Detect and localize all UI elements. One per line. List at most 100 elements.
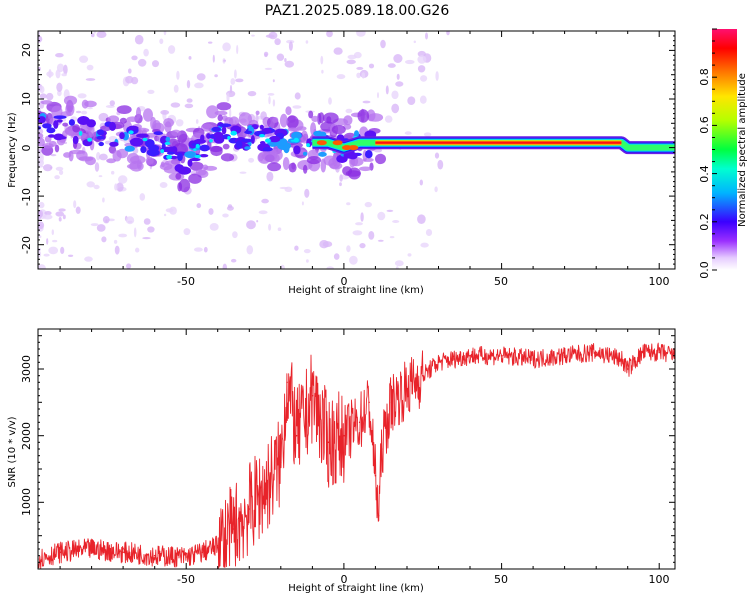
spectral-speckle — [90, 223, 99, 227]
spectral-speckle — [101, 236, 107, 243]
snr-point — [380, 448, 383, 450]
spectral-speckle — [42, 214, 53, 220]
spectral-cloud — [40, 100, 53, 105]
spectral-speckle — [196, 203, 202, 209]
spectral-cloud — [220, 153, 235, 162]
snr-point — [358, 421, 361, 424]
spectral-speckle — [102, 197, 105, 203]
snr-point — [532, 358, 534, 360]
spectral-blob — [268, 135, 281, 143]
spectral-speckle — [258, 210, 268, 215]
spectral-speckle — [346, 59, 356, 65]
spectral-speckle — [368, 63, 375, 69]
spectral-speckle — [229, 108, 232, 118]
snr-point — [390, 401, 393, 404]
spectral-speckle — [159, 182, 168, 188]
spectral-speckle — [391, 103, 400, 114]
spectral-peak — [164, 141, 171, 145]
spectral-speckle — [279, 186, 289, 190]
spectral-speckle — [163, 213, 167, 217]
spectral-blob — [177, 152, 183, 162]
spectral-cloud — [306, 156, 322, 165]
spectral-speckle — [304, 188, 310, 198]
spectral-speckle — [98, 175, 103, 178]
spectral-speckle — [195, 119, 199, 124]
spectral-cloud — [54, 144, 60, 153]
spectral-speckle — [389, 236, 395, 239]
spectral-blob — [86, 119, 96, 128]
snr-point — [469, 354, 471, 357]
spectral-speckle — [267, 93, 275, 96]
spectral-speckle — [128, 68, 132, 74]
spectral-cloud — [62, 122, 69, 127]
spectrogram-y-tick-label: 10 — [20, 92, 33, 106]
spectral-speckle — [380, 39, 386, 49]
spectral-cloud — [177, 182, 183, 192]
spectral-speckle — [38, 31, 41, 37]
spectrogram-y-tick-label: -10 — [20, 188, 33, 206]
snr-point — [595, 351, 597, 354]
spectral-speckle — [417, 65, 426, 73]
spectral-speckle — [214, 74, 218, 78]
spectral-cloud — [375, 153, 386, 165]
spectral-blob — [302, 151, 308, 156]
spectral-speckle — [222, 213, 229, 218]
spectral-speckle — [446, 31, 450, 36]
spectral-speckle — [246, 245, 254, 255]
spectral-speckle — [86, 64, 94, 71]
spectral-speckle — [196, 73, 206, 81]
spectral-cloud — [308, 110, 314, 119]
snr-y-tick-label: 3000 — [20, 355, 33, 383]
spectral-speckle — [91, 33, 95, 38]
spectral-blob — [187, 159, 193, 167]
spectral-cloud — [357, 109, 370, 123]
spectral-cloud — [175, 173, 182, 180]
spectral-speckle — [96, 152, 101, 161]
spectral-speckle — [143, 218, 151, 225]
spectral-blob — [97, 129, 104, 136]
spectral-speckle — [111, 170, 115, 175]
spectral-speckle — [147, 89, 155, 94]
spectral-speckle — [320, 55, 324, 65]
spectral-speckle — [165, 208, 174, 213]
spectral-cloud — [214, 110, 228, 116]
spectral-speckle — [272, 99, 276, 107]
spectral-speckle — [170, 102, 181, 108]
snr-point — [311, 394, 314, 397]
spectral-blob — [291, 131, 302, 140]
spectral-speckle — [239, 171, 247, 174]
spectral-speckle — [194, 82, 204, 89]
spectral-speckle — [227, 204, 233, 209]
snr-point — [305, 414, 307, 417]
spectral-speckle — [175, 119, 184, 127]
spectral-speckle — [276, 53, 285, 61]
spectral-cloud — [238, 112, 252, 126]
spectral-speckle — [208, 41, 213, 44]
colorbar-tick-label: 0.8 — [698, 68, 711, 86]
spectrogram-x-axis-label: Height of straight line (km) — [288, 285, 424, 296]
snr-x-tick-label: 100 — [649, 573, 670, 586]
snr-point — [374, 474, 377, 477]
spectral-speckle — [186, 98, 193, 103]
spectral-speckle — [163, 31, 167, 36]
spectral-speckle — [356, 72, 361, 79]
colorbar-tick-label: 0.6 — [698, 116, 711, 134]
spectral-speckle — [246, 220, 256, 230]
spectral-cloud — [366, 109, 376, 122]
spectral-speckle — [256, 220, 259, 223]
spectral-speckle — [134, 34, 144, 45]
spectral-speckle — [96, 31, 107, 38]
spectral-cloud — [286, 115, 299, 129]
spectral-speckle — [423, 132, 432, 137]
spectral-speckle — [139, 193, 146, 201]
spectral-peak — [87, 137, 93, 142]
spectral-speckle — [362, 100, 371, 104]
spectral-speckle — [152, 60, 159, 68]
spectral-speckle — [43, 164, 53, 172]
spectral-blob — [127, 125, 139, 131]
spectral-speckle — [116, 182, 124, 192]
spectral-blob — [199, 154, 209, 158]
spectral-speckle — [96, 224, 106, 232]
spectral-speckle — [99, 153, 108, 161]
snr-point — [264, 488, 266, 490]
